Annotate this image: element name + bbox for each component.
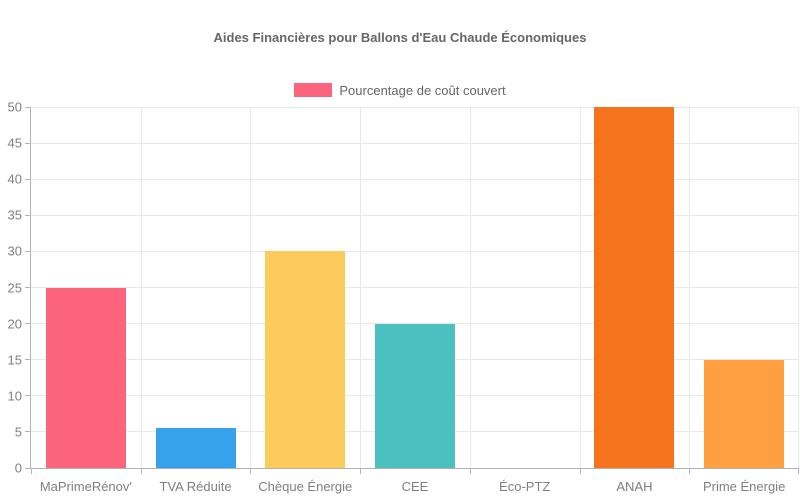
category-gridline [140,107,142,468]
y-tick-label: 50 [7,99,22,115]
bar [375,323,455,468]
x-tick-label: Prime Énergie [702,479,786,494]
y-tick [25,106,31,108]
x-tick [689,468,691,474]
bar [45,287,126,468]
bar [594,107,675,468]
y-gridline [31,323,799,325]
legend: Pourcentage de coût couvert [0,82,800,98]
legend-swatch [294,83,333,97]
category-gridline [579,107,581,468]
y-tick [25,467,31,469]
y-tick-label: 45 [7,135,22,151]
y-tick-label: 25 [7,280,22,295]
x-tick [798,468,799,474]
y-tick-label: 20 [7,316,22,332]
x-tick [579,468,581,474]
category-gridline [250,107,252,468]
plot-area: 0 5 10 15 20 25 30 35 40 45 50 MaPrimeRénov' TVA Réd… [8,101,799,494]
category-gridline [689,107,691,468]
y-tick [25,359,31,361]
y-gridline [31,287,799,288]
y-tick [25,287,31,288]
y-tick [25,395,31,397]
y-tick-label: 5 [14,424,22,440]
y-tick [25,323,31,325]
x-tick [250,468,252,474]
x-tick-label: ANAH [616,479,653,494]
x-tick-label: Éco-PTZ [499,479,551,494]
y-gridline [31,106,799,108]
y-gridline [31,178,799,180]
x-tick-label: MaPrimeRénov' [39,479,132,494]
y-tick-label: 15 [7,352,22,368]
category-gridline [360,107,362,468]
x-tick [360,468,362,474]
x-tick [140,468,142,474]
y-tick [25,214,31,216]
y-gridline [31,142,799,144]
y-tick-label: 10 [7,388,22,404]
y-tick [25,178,31,180]
bar [265,251,346,468]
bar [704,359,785,468]
y-gridline [31,250,799,252]
y-tick [25,431,31,433]
category-gridline [469,107,471,468]
category-gridline [798,107,799,468]
y-tick-label: 0 [14,460,22,476]
y-gridline [31,214,799,216]
x-tick-label: TVA Réduite [159,479,232,494]
y-tick [25,250,31,252]
x-tick [31,468,32,474]
x-tick [469,468,471,474]
bar [155,428,236,468]
y-tick-label: 30 [7,243,22,259]
x-tick-label: CEE [401,479,429,494]
y-tick-label: 35 [7,207,22,223]
x-tick-label: Chèque Énergie [258,479,353,494]
y-tick [25,142,31,144]
legend-label: Pourcentage de coût couvert [339,82,506,98]
chart-title: Aides Financières pour Ballons d'Eau Cha… [213,30,587,45]
y-tick-label: 40 [7,171,22,187]
